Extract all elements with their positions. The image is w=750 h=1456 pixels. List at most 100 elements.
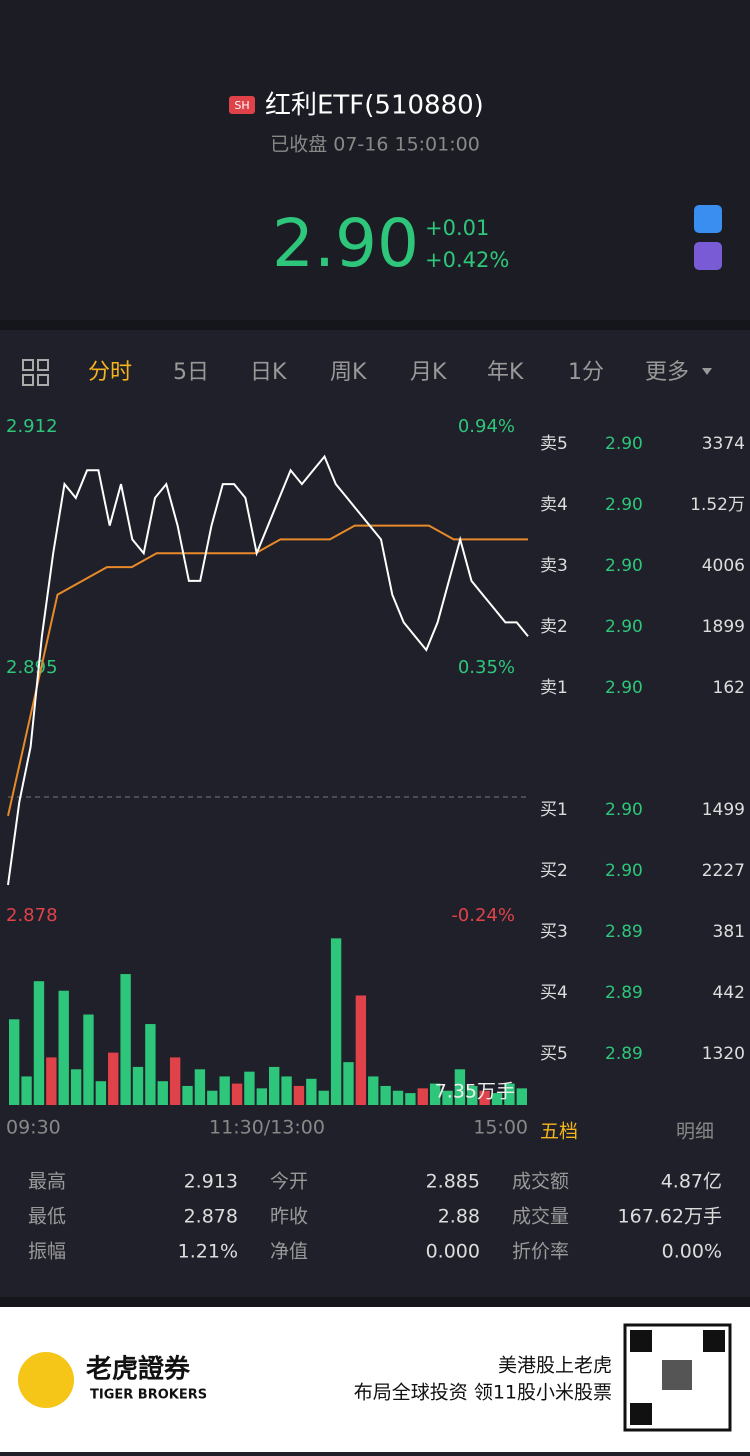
stat-value: 167.62万手 (618, 1206, 722, 1228)
stat-label: 成交额 (512, 1171, 569, 1193)
book-price: 2.90 (605, 800, 643, 820)
stat-value: 2.878 (184, 1206, 238, 1228)
volume-bar (479, 1090, 490, 1105)
volume-bar (306, 1078, 317, 1105)
stat-value: 0.000 (426, 1241, 480, 1263)
chart-tab[interactable]: 月K (410, 360, 447, 385)
volume-bar (256, 1088, 267, 1105)
volume-bar (392, 1090, 404, 1105)
stat-label: 昨收 (270, 1206, 308, 1228)
price-line (7, 454, 529, 886)
volume-bar (269, 1066, 280, 1105)
book-volume: 1499 (702, 800, 745, 820)
x-tick-label: 15:00 (473, 1117, 528, 1139)
book-price: 2.89 (605, 1044, 643, 1064)
brand-name: 老虎證券 (86, 1354, 191, 1385)
volume-bar (33, 981, 45, 1105)
volume-bar (355, 995, 367, 1105)
volume-bar (442, 1090, 453, 1105)
volume-bar (95, 1081, 107, 1105)
volume-bar (330, 938, 342, 1105)
chart-tab[interactable]: 5日 (173, 360, 209, 385)
book-price: 2.90 (605, 556, 643, 576)
dropdown-arrow[interactable] (702, 368, 712, 375)
volume-bar (169, 1057, 181, 1105)
stat-value: 1.21% (178, 1241, 238, 1263)
book-price: 2.89 (605, 922, 643, 942)
book-level: 买4 (540, 983, 568, 1003)
book-price: 2.90 (605, 678, 643, 698)
chart-tab[interactable]: 更多 (645, 360, 689, 385)
book-volume: 1320 (702, 1044, 745, 1064)
chart-tab[interactable]: 年K (487, 360, 524, 385)
volume-bar (516, 1088, 527, 1105)
last-price: 2.90 (272, 205, 419, 282)
pct-label: -0.24% (451, 905, 515, 926)
chart-tab[interactable]: 日K (250, 360, 287, 385)
stat-label: 成交量 (512, 1206, 569, 1228)
book-level: 买5 (540, 1044, 568, 1064)
book-price: 2.90 (605, 434, 643, 454)
qr-code (623, 1323, 732, 1432)
volume-bar (405, 1093, 416, 1105)
stat-label: 折价率 (512, 1241, 569, 1263)
ad-slogan: 美港股上老虎 (498, 1355, 612, 1377)
brand-name-en: TIGER BROKERS (90, 1388, 207, 1403)
book-volume: 442 (713, 983, 745, 1003)
stat-label: 振幅 (28, 1241, 66, 1263)
grid-icon[interactable] (22, 359, 49, 386)
market-status: 已收盘 07-16 15:01:00 (270, 134, 480, 156)
volume-bar (380, 1085, 391, 1105)
divider (0, 320, 750, 330)
stat-label: 净值 (270, 1241, 308, 1263)
volume-bar (467, 1085, 478, 1105)
volume-bar (207, 1090, 218, 1105)
stat-value: 4.87亿 (661, 1171, 722, 1193)
pct-label: 0.35% (458, 657, 515, 678)
volume-bar (132, 1066, 144, 1105)
chart-tab[interactable]: 1分 (568, 360, 604, 385)
book-volume: 162 (713, 678, 745, 698)
book-tab[interactable]: 五档 (540, 1121, 578, 1143)
book-volume: 381 (713, 922, 745, 942)
divider (0, 1297, 750, 1307)
chart-tab[interactable]: 分时 (88, 360, 132, 385)
volume-bar (9, 1019, 20, 1105)
volume-bar (46, 1057, 57, 1105)
book-tab[interactable]: 明细 (676, 1121, 714, 1143)
volume-bar (293, 1085, 305, 1105)
volume-bar (368, 1076, 379, 1105)
y-tick-label: 2.895 (6, 657, 58, 678)
plugin-icon[interactable] (694, 242, 722, 270)
volume-max-label: 7.35万手 (435, 1081, 515, 1103)
header-bg (0, 0, 750, 320)
volume-bar (219, 1076, 230, 1105)
volume-bar (318, 1090, 329, 1105)
price-change: +0.01 (425, 216, 489, 240)
book-price: 2.90 (605, 495, 643, 515)
volume-bar (231, 1083, 243, 1105)
flash-icon[interactable] (694, 205, 722, 233)
book-level: 买3 (540, 922, 568, 942)
book-level: 买2 (540, 861, 568, 881)
y-tick-label: 2.878 (6, 905, 58, 926)
book-level: 卖5 (540, 434, 568, 454)
book-price: 2.89 (605, 983, 643, 1003)
stock-title: 红利ETF(510880) (265, 91, 484, 121)
volume-bar (454, 1069, 466, 1105)
volume-bar (491, 1093, 503, 1105)
stat-label: 今开 (270, 1171, 308, 1193)
y-tick-label: 2.912 (6, 416, 58, 437)
volume-bar (157, 1081, 168, 1105)
tab-bar (0, 330, 750, 410)
book-volume: 4006 (702, 556, 745, 576)
price-change-pct: +0.42% (425, 248, 509, 272)
chart-tab[interactable]: 周K (330, 360, 367, 385)
brand-logo (18, 1352, 74, 1408)
book-volume: 3374 (702, 434, 745, 454)
book-volume: 2227 (702, 861, 745, 881)
volume-bar (244, 1071, 255, 1105)
x-tick-label: 11:30/13:00 (209, 1117, 325, 1139)
